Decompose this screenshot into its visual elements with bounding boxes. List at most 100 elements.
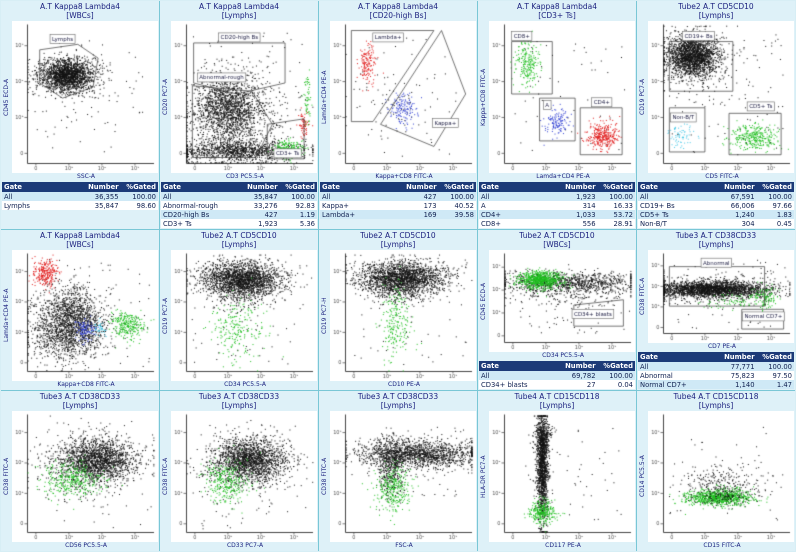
scatter-canvas[interactable] xyxy=(12,250,158,381)
stats-row[interactable]: Lambda+ 169 39.58 xyxy=(320,210,476,219)
stats-row[interactable]: All 427 100.00 xyxy=(320,192,476,201)
scatter-canvas[interactable] xyxy=(330,250,476,381)
flow-plot-panel[interactable]: Tube2 A.T CD5CD10 [Lymphs] CD19 PC7-A CD… xyxy=(160,230,318,390)
y-axis-label: CD45 ECD-A xyxy=(480,282,487,320)
percent-gated: 16.33 xyxy=(613,201,633,210)
stats-row[interactable]: All 1,923 100.00 xyxy=(479,192,635,201)
stats-zone: Gate Number %Gated All 1,923 100.00 A 314 16.… xyxy=(479,182,635,228)
panel-title-population: [Lymphs] xyxy=(221,10,257,20)
stats-row[interactable]: CD3+ Ts 1,923 5.36 xyxy=(161,219,317,228)
stats-row[interactable]: CD4+ 1,033 53.72 xyxy=(479,210,635,219)
stats-header-row: Gate Number %Gated xyxy=(161,182,317,192)
stats-row[interactable]: CD19+ Bs 66,006 97.66 xyxy=(638,201,794,210)
plot-area[interactable] xyxy=(330,411,476,542)
plot-area[interactable] xyxy=(489,411,635,542)
stats-row[interactable]: All 36,355 100.00 xyxy=(2,192,158,201)
stats-row[interactable]: Kappa+ 173 40.52 xyxy=(320,201,476,210)
stats-table: Gate Number %Gated All 77,771 100.00 Abnorm… xyxy=(638,352,794,389)
panel-title-population: [CD20-high Bs] xyxy=(369,10,427,20)
plot-area[interactable] xyxy=(648,250,794,343)
event-count: 427 xyxy=(423,192,437,201)
plot-area[interactable] xyxy=(648,21,794,173)
scatter-canvas[interactable] xyxy=(648,21,794,173)
percent-gated: 1.83 xyxy=(776,210,792,219)
stats-header-row: Gate Number %Gated xyxy=(638,182,794,192)
stats-row[interactable]: Abnormal-rough 33,276 92.83 xyxy=(161,201,317,210)
gate-name: CD4+ xyxy=(481,210,501,219)
flow-plot-panel[interactable]: Tube3 A.T CD38CD33 [Lymphs] CD38 FITC-A … xyxy=(160,391,318,551)
stats-row[interactable]: Lymphs 35,847 98.60 xyxy=(2,201,158,210)
scatter-canvas[interactable] xyxy=(489,250,635,352)
stats-row[interactable]: Abnormal 75,823 97.50 xyxy=(638,371,794,380)
stats-row[interactable]: All 69,782 100.00 xyxy=(479,371,635,380)
stats-row[interactable]: All 67,591 100.00 xyxy=(638,192,794,201)
plot-area[interactable] xyxy=(330,250,476,381)
flow-plot-panel[interactable]: Tube2 A.T CD5CD10 [WBCs] CD45 ECD-A CD34… xyxy=(478,230,636,390)
flow-plot-panel[interactable]: A.T Kappa8 Lambda4 [CD20-high Bs] Lamda+… xyxy=(319,1,477,229)
plot-area[interactable] xyxy=(489,250,635,352)
percent-gated: 39.58 xyxy=(454,210,474,219)
scatter-canvas[interactable] xyxy=(12,21,158,173)
y-axis-label: Lamda+CD4 PE-A xyxy=(3,288,10,343)
stats-row[interactable]: All 35,847 100.00 xyxy=(161,192,317,201)
stats-row[interactable]: CD5+ Ts 1,240 1.83 xyxy=(638,210,794,219)
plot-area[interactable] xyxy=(489,21,635,173)
scatter-canvas[interactable] xyxy=(648,250,794,343)
stats-row[interactable]: CD34+ blasts 27 0.04 xyxy=(479,380,635,389)
scatter-canvas[interactable] xyxy=(12,411,158,542)
plot-area[interactable] xyxy=(171,411,317,542)
stats-header-row: Gate Number %Gated xyxy=(320,182,476,192)
stats-row[interactable]: Normal CD7+ 1,140 1.47 xyxy=(638,380,794,389)
plot-area[interactable] xyxy=(12,411,158,542)
stats-body: All 69,782 100.00 CD34+ blasts 27 0.04 xyxy=(479,371,635,389)
scatter-canvas[interactable] xyxy=(330,21,476,173)
flow-plot-panel[interactable]: Tube2 A.T CD5CD10 [Lymphs] CD19 PC7-A CD… xyxy=(637,1,795,229)
percent-gated: 100.00 xyxy=(291,192,315,201)
flow-plot-panel[interactable]: A.T Kappa8 Lambda4 [CD3+ Ts] Kappa+CD8 F… xyxy=(478,1,636,229)
gate-name: All xyxy=(322,192,331,201)
flow-plot-panel[interactable]: Tube3 A.T CD38CD33 [Lymphs] CD38 FITC-A … xyxy=(637,230,795,390)
stats-row[interactable]: All 77,771 100.00 xyxy=(638,362,794,371)
stats-header-number: Number xyxy=(232,182,280,192)
scatter-canvas[interactable] xyxy=(171,411,317,542)
flow-plot-panel[interactable]: Tube2 A.T CD5CD10 [Lymphs] CD19 PC7-H CD… xyxy=(319,230,477,390)
plot-area[interactable] xyxy=(648,411,794,542)
plot-area[interactable] xyxy=(12,21,158,173)
stats-body: All 35,847 100.00 Abnormal-rough 33,276 92.83… xyxy=(161,192,317,228)
stats-row[interactable]: CD20-high Bs 427 1.19 xyxy=(161,210,317,219)
plot-area[interactable] xyxy=(171,21,317,173)
flow-plot-panel[interactable]: Tube3 A.T CD38CD33 [Lymphs] CD38 FITC-A … xyxy=(319,391,477,551)
scatter-canvas[interactable] xyxy=(171,21,317,173)
stats-row[interactable]: Non-B/T 304 0.45 xyxy=(638,219,794,228)
scatter-canvas[interactable] xyxy=(171,250,317,381)
scatter-canvas[interactable] xyxy=(489,21,635,173)
stats-header-percent-gated: %Gated xyxy=(279,182,317,192)
scatter-canvas[interactable] xyxy=(648,411,794,542)
flow-plot-panel[interactable]: Tube4 A.T CD15CD118 [Lymphs] CD14 PC5.5-… xyxy=(637,391,795,551)
flow-plot-panel[interactable]: A.T Kappa8 Lambda4 [WBCs] CD45 ECD-A SSC… xyxy=(1,1,159,229)
x-axis-label: CD34 PC5.5-A xyxy=(542,352,584,359)
percent-gated: 100.00 xyxy=(609,371,633,380)
y-axis-label: CD20 PC7-A xyxy=(162,78,169,116)
flow-plot-panel[interactable]: Tube4 A.T CD15CD118 [Lymphs] HLA-DR PC7-… xyxy=(478,391,636,551)
stats-header-gate: Gate xyxy=(2,182,74,192)
scatter-canvas[interactable] xyxy=(330,411,476,542)
panel-title: Tube2 A.T CD5CD10 [WBCs] xyxy=(479,231,635,250)
plot-area[interactable] xyxy=(171,250,317,381)
panel-title: Tube4 A.T CD15CD118 [Lymphs] xyxy=(638,392,794,411)
stats-header-number: Number xyxy=(709,352,757,362)
flow-plot-panel[interactable]: Tube3 A.T CD38CD33 [Lymphs] CD38 FITC-A … xyxy=(1,391,159,551)
stats-row[interactable]: A 314 16.33 xyxy=(479,201,635,210)
stats-header-percent-gated: %Gated xyxy=(756,182,794,192)
scatter-canvas[interactable] xyxy=(489,411,635,542)
stats-row[interactable]: CD8+ 556 28.91 xyxy=(479,219,635,228)
plot-area[interactable] xyxy=(12,250,158,381)
percent-gated: 92.83 xyxy=(295,201,315,210)
gate-name: All xyxy=(640,362,649,371)
flow-plot-panel[interactable]: A.T Kappa8 Lambda4 [WBCs] Lamda+CD4 PE-A… xyxy=(1,230,159,390)
x-axis-label: CD10 PE-A xyxy=(388,381,420,388)
stats-table: Gate Number %Gated All 69,782 100.00 CD34+ … xyxy=(479,361,635,389)
flow-plot-panel[interactable]: A.T Kappa8 Lambda4 [Lymphs] CD20 PC7-A C… xyxy=(160,1,318,229)
plot-area[interactable] xyxy=(330,21,476,173)
